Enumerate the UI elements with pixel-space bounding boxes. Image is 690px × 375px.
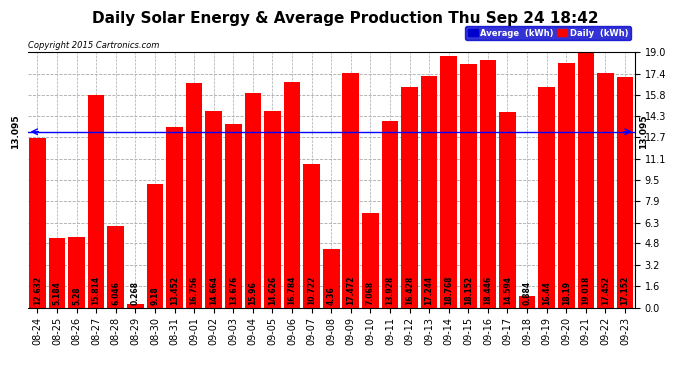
Text: 19.018: 19.018: [582, 276, 591, 306]
Text: 17.452: 17.452: [601, 276, 610, 306]
Legend: Average  (kWh), Daily  (kWh): Average (kWh), Daily (kWh): [465, 26, 631, 40]
Bar: [342, 73, 359, 308]
Bar: [499, 112, 516, 308]
Text: 18.446: 18.446: [484, 276, 493, 306]
Text: 13.095: 13.095: [11, 114, 20, 149]
Bar: [264, 111, 281, 308]
Bar: [480, 60, 496, 308]
Bar: [382, 121, 398, 308]
Text: 0.268: 0.268: [131, 282, 140, 306]
Text: 13.928: 13.928: [386, 276, 395, 306]
Text: 14.626: 14.626: [268, 276, 277, 306]
Bar: [304, 164, 320, 308]
Text: 15.96: 15.96: [248, 282, 257, 306]
Bar: [108, 226, 124, 308]
Bar: [401, 87, 418, 308]
Bar: [597, 73, 613, 308]
Bar: [166, 127, 183, 308]
Text: 10.722: 10.722: [307, 276, 316, 306]
Bar: [323, 249, 339, 308]
Text: 18.152: 18.152: [464, 276, 473, 306]
Text: 16.756: 16.756: [190, 276, 199, 306]
Text: Copyright 2015 Cartronics.com: Copyright 2015 Cartronics.com: [28, 41, 159, 50]
Text: 14.664: 14.664: [209, 276, 218, 306]
Text: 18.19: 18.19: [562, 282, 571, 306]
Text: 16.784: 16.784: [288, 276, 297, 306]
Text: 17.244: 17.244: [424, 276, 433, 306]
Text: 5.184: 5.184: [52, 282, 61, 306]
Bar: [186, 82, 202, 308]
Text: 7.068: 7.068: [366, 281, 375, 306]
Text: 17.472: 17.472: [346, 276, 355, 306]
Bar: [68, 237, 85, 308]
Bar: [49, 238, 66, 308]
Text: 13.452: 13.452: [170, 276, 179, 306]
Bar: [362, 213, 379, 308]
Bar: [244, 93, 262, 308]
Text: 16.44: 16.44: [542, 282, 551, 306]
Text: 18.768: 18.768: [444, 276, 453, 306]
Bar: [440, 56, 457, 308]
Text: Daily Solar Energy & Average Production Thu Sep 24 18:42: Daily Solar Energy & Average Production …: [92, 11, 598, 26]
Bar: [29, 138, 46, 308]
Text: 17.152: 17.152: [620, 276, 629, 306]
Bar: [284, 82, 300, 308]
Text: 12.632: 12.632: [33, 276, 42, 306]
Text: 16.428: 16.428: [405, 276, 414, 306]
Text: 13.095: 13.095: [639, 114, 648, 149]
Bar: [206, 111, 222, 308]
Bar: [460, 64, 477, 308]
Bar: [538, 87, 555, 308]
Text: 13.676: 13.676: [229, 276, 238, 306]
Bar: [578, 52, 594, 308]
Bar: [146, 184, 164, 308]
Text: 6.046: 6.046: [111, 282, 120, 306]
Bar: [558, 63, 575, 308]
Bar: [617, 77, 633, 308]
Text: 4.36: 4.36: [326, 287, 336, 306]
Text: 5.28: 5.28: [72, 287, 81, 306]
Text: 15.814: 15.814: [92, 276, 101, 306]
Text: 9.18: 9.18: [150, 287, 159, 306]
Text: 0.884: 0.884: [522, 281, 531, 306]
Text: 14.594: 14.594: [503, 276, 512, 306]
Bar: [225, 124, 241, 308]
Bar: [127, 304, 144, 307]
Bar: [519, 296, 535, 307]
Bar: [88, 95, 104, 308]
Bar: [421, 76, 437, 308]
